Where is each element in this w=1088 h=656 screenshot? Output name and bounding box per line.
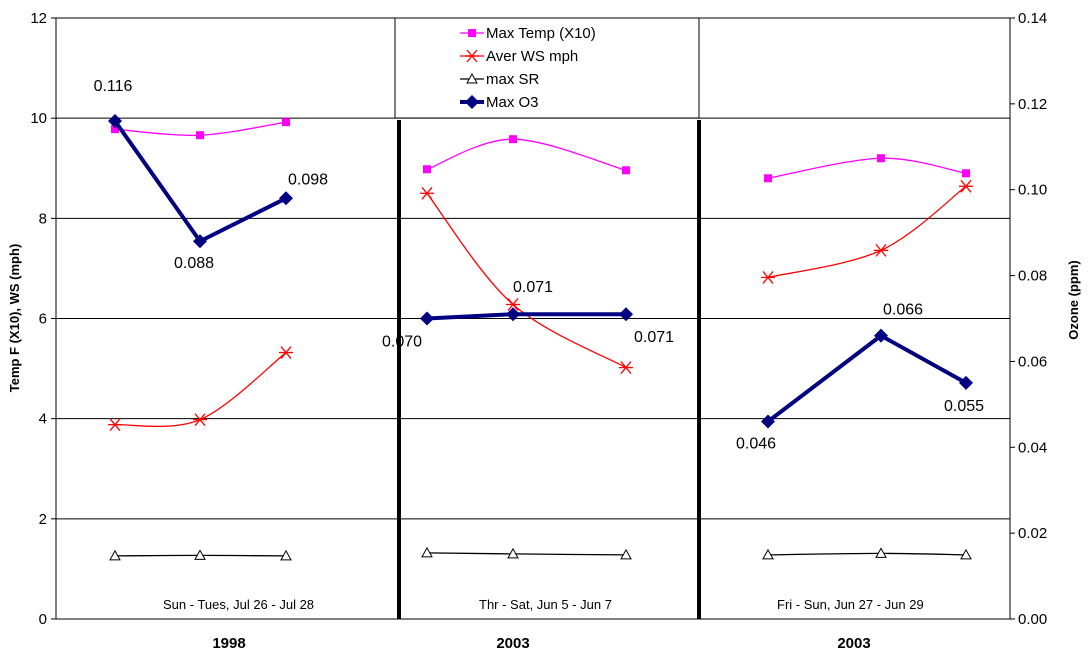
data-label: 0.066 bbox=[883, 302, 923, 319]
right-tick-label: 0.02 bbox=[1018, 525, 1047, 542]
max-temp-x10-point bbox=[962, 169, 970, 178]
aver-ws-mph-point bbox=[108, 418, 122, 432]
left-tick-label: 10 bbox=[30, 110, 47, 127]
legend-marker-max-sr bbox=[466, 72, 478, 84]
max-temp-x10-point bbox=[509, 135, 517, 144]
right-tick-label: 0.00 bbox=[1018, 611, 1047, 628]
max-sr-point bbox=[960, 548, 972, 560]
aver-ws-mph-point bbox=[959, 179, 973, 193]
series-max-sr bbox=[109, 546, 972, 561]
max-temp-x10-point bbox=[764, 174, 772, 183]
max-sr-point bbox=[421, 546, 433, 558]
aver-ws-mph-point bbox=[761, 271, 775, 284]
data-label: 0.116 bbox=[94, 78, 133, 95]
y-axis-right-title: Ozone (ppm) bbox=[1066, 260, 1081, 339]
max-sr-point bbox=[762, 548, 774, 560]
year-label: 1998 bbox=[212, 635, 245, 652]
max-o3-point bbox=[193, 234, 207, 249]
max-sr-point bbox=[280, 549, 292, 561]
legend-label: Aver WS mph bbox=[486, 48, 578, 65]
data-label: 0.071 bbox=[634, 329, 674, 346]
period-label: Fri - Sun, Jun 27 - Jun 29 bbox=[777, 597, 924, 612]
series-max-o3: 0.116 0.088 0.098 0.070 0.071 0.071 0.046 0.066… bbox=[94, 78, 985, 453]
year-labels: 1998 2003 2003 bbox=[212, 635, 870, 652]
year-label: 2003 bbox=[496, 635, 529, 652]
data-label: 0.088 bbox=[174, 255, 214, 272]
legend-marker-max-o3 bbox=[465, 95, 479, 109]
right-tick-label: 0.12 bbox=[1018, 96, 1047, 113]
left-tick-label: 4 bbox=[39, 411, 47, 428]
legend-label: Max Temp (X10) bbox=[486, 25, 596, 42]
aver-ws-mph-point bbox=[619, 361, 633, 374]
max-o3-point bbox=[874, 328, 888, 343]
left-tick-label: 8 bbox=[39, 210, 47, 227]
series-layer: 0.116 0.088 0.098 0.070 0.071 0.071 0.046 0.066… bbox=[94, 78, 985, 561]
series-max-temp-x10 bbox=[111, 118, 970, 183]
legend-marker-aver-ws-mph bbox=[465, 49, 479, 63]
period-label: Thr - Sat, Jun 5 - Jun 7 bbox=[479, 597, 612, 612]
right-axis-ticks: 0.00 0.02 0.04 0.06 0.08 0.10 0.12 0.14 bbox=[1010, 10, 1047, 628]
max-o3-point bbox=[279, 191, 293, 206]
period-label: Sun - Tues, Jul 26 - Jul 28 bbox=[163, 597, 314, 612]
legend-label: max SR bbox=[486, 71, 540, 88]
legend-label: Max O3 bbox=[486, 94, 539, 111]
max-o3-point bbox=[420, 311, 434, 326]
data-label: 0.055 bbox=[944, 398, 984, 415]
max-sr-point bbox=[507, 547, 519, 559]
legend-marker-max-temp-x10 bbox=[468, 29, 476, 37]
y-axis-left-title: Temp F (X10), WS (mph) bbox=[7, 244, 22, 393]
left-tick-label: 12 bbox=[30, 10, 47, 27]
aver-ws-mph-point bbox=[874, 243, 888, 257]
aver-ws-mph-point bbox=[420, 186, 434, 200]
series-aver-ws-mph bbox=[108, 179, 973, 432]
left-axis-ticks: 0 2 4 6 8 10 12 bbox=[30, 10, 56, 628]
legend: Max Temp (X10) Aver WS mph max SR Max O3 bbox=[394, 17, 700, 119]
right-tick-label: 0.10 bbox=[1018, 182, 1047, 199]
max-temp-x10-point bbox=[282, 118, 290, 127]
period-labels: Sun - Tues, Jul 26 - Jul 28 Thr - Sat, Ju… bbox=[163, 597, 924, 612]
max-o3-point bbox=[959, 375, 973, 390]
max-sr-point bbox=[875, 547, 887, 558]
aver-ws-mph-point bbox=[279, 346, 293, 359]
left-tick-label: 6 bbox=[39, 311, 47, 328]
max-o3-point bbox=[761, 414, 775, 429]
aver-ws-mph-point bbox=[506, 298, 520, 311]
max-sr-point bbox=[109, 549, 121, 561]
right-tick-label: 0.06 bbox=[1018, 353, 1047, 370]
legend-box bbox=[394, 17, 700, 119]
right-tick-label: 0.08 bbox=[1018, 268, 1047, 285]
max-o3-point bbox=[108, 114, 122, 129]
data-label: 0.046 bbox=[736, 436, 776, 453]
group-separators bbox=[397, 120, 701, 619]
data-label: 0.098 bbox=[288, 171, 328, 188]
aver-ws-mph-point bbox=[193, 413, 207, 427]
left-tick-label: 0 bbox=[39, 611, 47, 628]
max-sr-point bbox=[194, 549, 206, 560]
left-tick-label: 2 bbox=[39, 511, 47, 528]
max-temp-x10-point bbox=[196, 131, 204, 140]
max-temp-x10-point bbox=[877, 154, 885, 163]
data-label: 0.071 bbox=[513, 279, 553, 296]
max-temp-x10-point bbox=[622, 166, 630, 175]
max-temp-x10-point bbox=[423, 165, 431, 174]
right-tick-label: 0.14 bbox=[1018, 10, 1047, 27]
year-label: 2003 bbox=[837, 635, 870, 652]
max-temp-x10-point bbox=[111, 125, 119, 134]
max-o3-point bbox=[506, 307, 520, 322]
max-o3-point bbox=[619, 307, 633, 322]
max-sr-point bbox=[620, 548, 632, 560]
data-label: 0.070 bbox=[382, 334, 422, 351]
right-tick-label: 0.04 bbox=[1018, 439, 1047, 456]
